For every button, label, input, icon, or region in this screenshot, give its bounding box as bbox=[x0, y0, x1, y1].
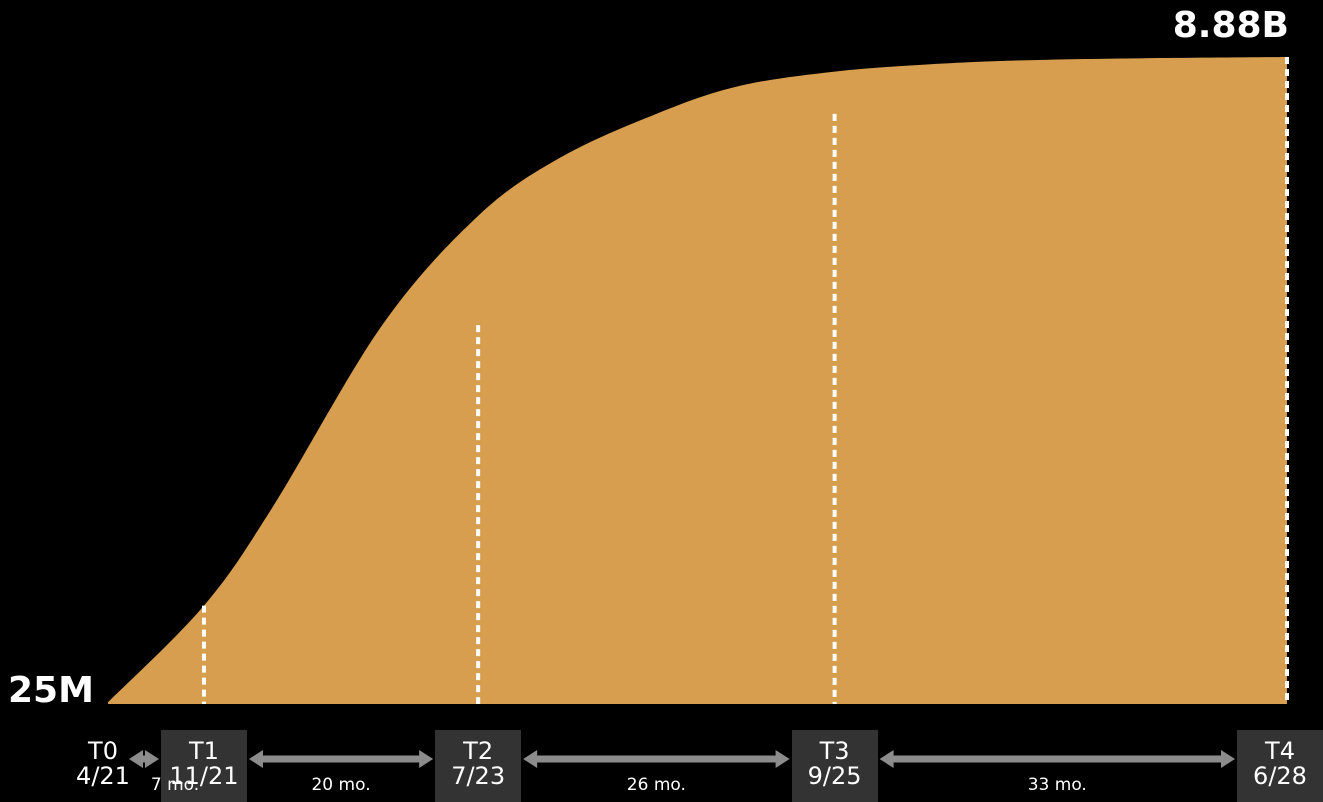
interval-arrow bbox=[248, 750, 434, 768]
interval-arrows bbox=[129, 750, 1235, 768]
milestone-lines bbox=[201, 57, 1289, 704]
interval-arrow bbox=[879, 750, 1235, 768]
interval-label: 20 mo. bbox=[311, 775, 371, 795]
interval-arrow bbox=[523, 750, 790, 768]
growth-area bbox=[108, 57, 1287, 704]
milestone-t2: T2 7/23 bbox=[435, 730, 522, 802]
milestone-date: 9/25 bbox=[807, 762, 862, 790]
milestone-t3: T3 9/25 bbox=[791, 730, 878, 802]
milestone-date: 4/21 bbox=[76, 762, 130, 790]
milestone-name: T4 bbox=[1265, 737, 1295, 765]
milestone-date: 11/21 bbox=[169, 762, 239, 790]
milestone-date: 6/28 bbox=[1253, 762, 1307, 790]
milestone-name: T2 bbox=[463, 737, 494, 765]
end-value-label: 8.88B bbox=[1172, 5, 1289, 46]
milestone-t1: T1 11/21 bbox=[160, 730, 247, 802]
start-value-label: 25M bbox=[8, 670, 94, 711]
milestone-date: 7/23 bbox=[451, 762, 506, 790]
milestone-name: T0 bbox=[88, 737, 118, 765]
interval-label: 26 mo. bbox=[626, 775, 686, 795]
milestone-t4: T4 6/28 bbox=[1237, 730, 1323, 802]
milestone-name: T3 bbox=[819, 737, 850, 765]
milestone-name: T1 bbox=[188, 737, 219, 765]
milestone-t0: T0 4/21 bbox=[60, 730, 146, 802]
interval-label: 7 mo. bbox=[150, 775, 200, 795]
interval-arrow bbox=[129, 750, 159, 768]
interval-label: 33 mo. bbox=[1027, 775, 1087, 795]
